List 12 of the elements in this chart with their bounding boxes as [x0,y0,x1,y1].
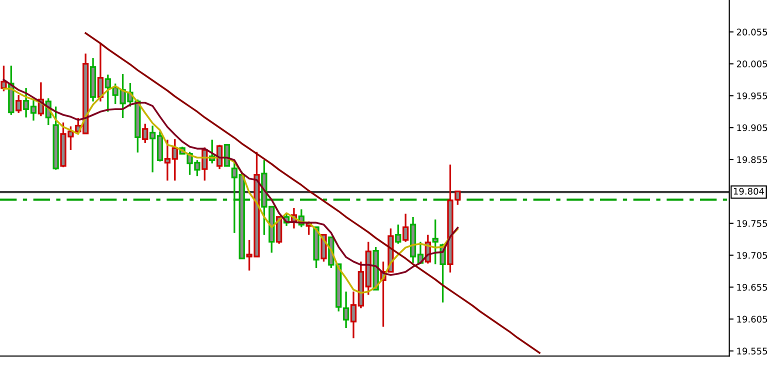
line-series [84,32,540,354]
y-tick-label: 19.855 [737,156,768,164]
y-tick-label: 20.055 [736,28,768,36]
y-tick-label: 20.005 [736,60,768,68]
y-tick-label: 19.555 [737,348,768,355]
y-tick-label: 19.955 [737,92,768,100]
y-tick-label: 19.655 [737,284,768,291]
ref-line-label: 19.804 [734,188,764,195]
y-tick-label: 19.905 [737,124,768,132]
y-tick-label: 19.705 [737,252,768,259]
y-tick-label: 19.755 [737,220,768,227]
y-tick-label: 19.605 [737,316,768,323]
